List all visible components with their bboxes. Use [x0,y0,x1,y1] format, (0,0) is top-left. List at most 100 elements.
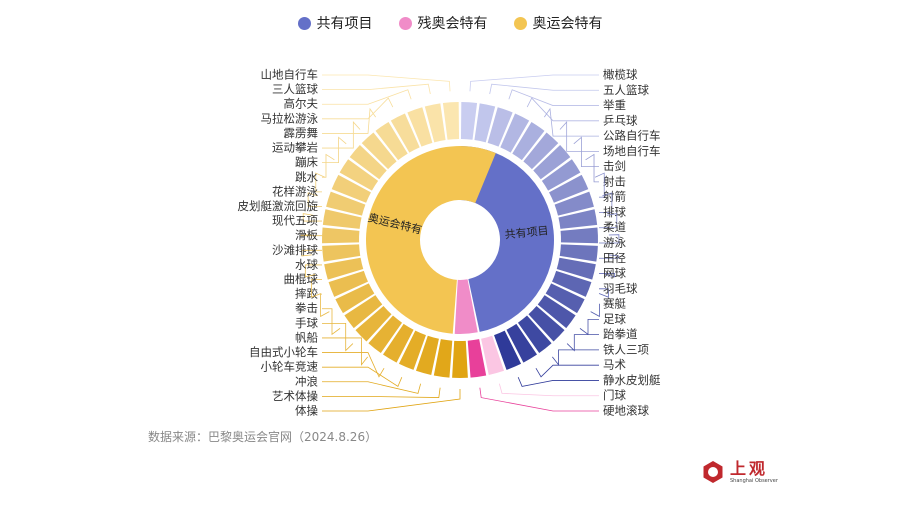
outer-segment-label-33: 水球 [295,257,318,271]
leader-line-12 [599,254,619,259]
outer-segment-label-26: 小轮车竞速 [261,360,319,374]
outer-segment-label-28: 帆船 [295,330,318,344]
outer-segment-label-10: 柔道 [603,220,626,234]
legend-label-olympic: 奥运会特有 [532,16,603,32]
outer-segment-1[interactable] [474,103,496,143]
inner-segment-1[interactable] [454,279,478,334]
leader-line-0 [469,74,599,92]
leader-line-10 [599,213,618,229]
leader-line-34 [301,249,322,257]
outer-segment-label-19: 马术 [603,358,626,372]
outer-segment-22[interactable] [467,339,487,378]
outer-segment-33[interactable] [324,257,364,280]
legend-item-shared[interactable]: 共有项目 [297,13,373,33]
outer-segment-42[interactable] [375,121,408,161]
leader-line-32 [311,279,322,298]
inner-segment-0[interactable] [460,146,554,332]
leader-line-8 [594,172,605,198]
outer-segment-label-7: 射击 [603,174,626,188]
outer-segment-39[interactable] [339,159,379,191]
outer-segment-4[interactable] [512,121,545,161]
outer-segment-label-37: 皮划艇激流回旋 [238,199,319,213]
outer-segment-label-16: 足球 [603,312,626,326]
data-source: 数据来源：巴黎奥运会官网（2024.8.26） [148,430,378,444]
outer-segment-28[interactable] [368,315,403,354]
outer-segment-30[interactable] [344,295,383,329]
legend-item-olympic[interactable]: 奥运会特有 [513,13,603,33]
leader-line-6 [573,136,599,168]
outer-segment-43[interactable] [390,113,420,153]
outer-segment-6[interactable] [533,145,571,180]
outer-segment-26[interactable] [398,330,426,370]
outer-segment-3[interactable] [500,113,530,153]
outer-segment-5[interactable] [523,132,559,170]
outer-segment-label-0: 橄榄球 [603,68,638,82]
outer-segment-2[interactable] [487,107,513,147]
outer-segment-9[interactable] [554,191,594,216]
outer-segment-label-3: 乒乓球 [603,113,638,127]
outer-segment-18[interactable] [517,315,552,354]
outer-segment-label-40: 蹦床 [295,155,318,169]
outer-segment-8[interactable] [549,174,589,203]
leader-line-29 [322,322,354,352]
outer-segment-40[interactable] [349,145,387,180]
outer-segment-7[interactable] [541,159,581,191]
leader-line-38 [315,172,326,193]
logo-text: 上观 [730,459,769,478]
outer-segment-38[interactable] [331,174,371,203]
outer-segment-label-21: 门球 [603,388,626,402]
outer-segment-44[interactable] [407,107,433,147]
outer-segment-20[interactable] [494,330,522,370]
legend-item-paralympic[interactable]: 残奥会特有 [398,13,488,33]
outer-segment-19[interactable] [506,323,538,363]
outer-segment-45[interactable] [424,103,446,143]
outer-segment-label-14: 羽毛球 [603,281,638,295]
outer-segment-14[interactable] [552,270,592,297]
outer-segment-34[interactable] [322,244,361,262]
leader-line-28 [322,337,368,366]
outer-segment-label-11: 游泳 [603,236,626,250]
leader-line-37 [307,192,322,207]
outer-segment-label-43: 马拉松游泳 [261,111,319,125]
outer-segment-label-38: 花样游泳 [272,184,318,198]
outer-segment-label-2: 举重 [603,98,626,112]
leader-line-23 [322,389,461,412]
outer-segment-17[interactable] [528,305,565,342]
outer-segment-0[interactable] [460,102,478,140]
outer-segment-label-32: 曲棍球 [284,272,319,286]
outer-segment-label-18: 铁人三项 [603,342,649,356]
outer-segment-23[interactable] [452,340,468,378]
legend-dot-shared [297,16,311,30]
inner-segment-label-0: 共有项目 [504,223,549,241]
outer-segment-16[interactable] [537,295,576,329]
outer-segment-31[interactable] [335,283,375,314]
outer-segment-13[interactable] [556,257,596,280]
outer-segment-25[interactable] [415,335,439,375]
outer-segment-41[interactable] [361,132,397,170]
outer-segment-32[interactable] [328,270,368,297]
leader-line-1 [489,83,599,95]
inner-segment-2[interactable] [366,146,496,334]
outer-segment-27[interactable] [382,323,414,363]
outer-segment-label-42: 霹雳舞 [284,126,319,140]
outer-segment-label-27: 自由式小轮车 [249,345,318,359]
outer-segment-label-31: 摔跤 [295,287,318,301]
outer-segment-12[interactable] [559,244,598,262]
outer-segment-46[interactable] [442,102,460,140]
outer-segment-label-39: 跳水 [295,170,318,184]
outer-segment-label-44: 高尔夫 [284,97,319,111]
outer-segment-15[interactable] [545,283,585,314]
outer-segment-29[interactable] [355,305,392,342]
outer-segment-35[interactable] [322,227,360,244]
outer-segment-21[interactable] [481,335,505,375]
outer-segment-24[interactable] [433,339,453,378]
outer-segment-36[interactable] [322,209,362,229]
leader-line-24 [322,387,441,398]
outer-segment-11[interactable] [560,227,598,244]
outer-segment-37[interactable] [326,191,366,216]
outer-segment-10[interactable] [558,209,598,229]
leader-line-44 [322,89,412,105]
outer-segment-label-24: 艺术体操 [272,389,318,403]
leader-line-25 [322,381,422,394]
